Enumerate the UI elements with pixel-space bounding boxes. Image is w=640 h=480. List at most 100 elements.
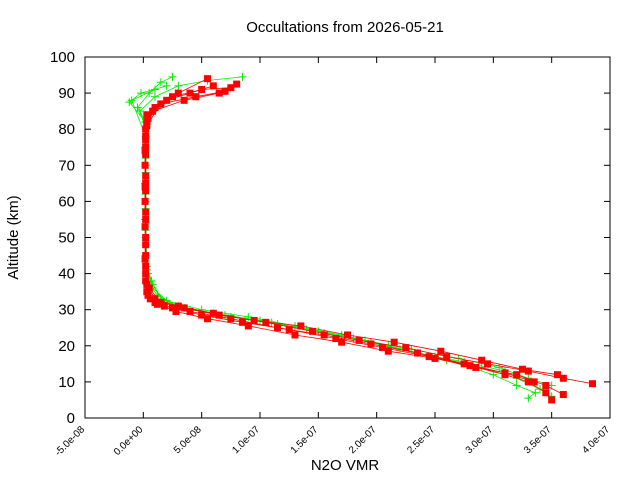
data-point	[141, 147, 149, 155]
y-tick-label: 40	[58, 266, 75, 283]
data-point	[180, 304, 188, 312]
chart-title: Occultations from 2026-05-21	[246, 19, 444, 36]
x-tick-label: 2.0e-07	[347, 424, 379, 456]
series-0	[125, 72, 556, 403]
y-tick-label: 80	[58, 121, 75, 138]
data-point	[204, 75, 211, 83]
data-point	[414, 349, 421, 357]
data-point	[262, 318, 270, 326]
data-point	[466, 362, 474, 370]
data-point	[143, 118, 151, 126]
x-tick-label: 1.0e-07	[230, 424, 262, 456]
y-tick-label: 50	[58, 230, 75, 247]
data-point	[180, 96, 188, 104]
data-point	[174, 302, 182, 310]
data-point	[431, 354, 439, 362]
data-point	[530, 378, 538, 386]
data-point	[589, 380, 596, 388]
data-point	[309, 327, 316, 335]
series-line	[145, 87, 593, 385]
data-point	[513, 371, 521, 379]
data-point	[297, 322, 305, 330]
data-point	[250, 317, 258, 325]
data-point	[233, 80, 241, 88]
data-point	[209, 82, 217, 90]
data-point	[192, 93, 200, 101]
data-point	[355, 336, 363, 344]
data-point	[143, 122, 151, 130]
data-point	[460, 360, 468, 368]
data-point	[151, 104, 159, 112]
data-point	[367, 340, 375, 348]
data-point	[149, 107, 157, 115]
series-line	[144, 90, 558, 376]
data-point	[125, 98, 134, 107]
y-tick-label: 30	[58, 302, 75, 319]
data-point	[524, 367, 532, 375]
data-point	[142, 187, 150, 195]
data-point	[332, 335, 340, 343]
series-line	[144, 85, 553, 401]
data-point	[554, 371, 561, 379]
data-point	[186, 308, 194, 316]
data-point	[379, 344, 386, 352]
y-tick-label: 10	[58, 374, 75, 391]
data-point	[209, 309, 217, 317]
series-line	[137, 76, 537, 399]
data-point	[142, 125, 150, 133]
data-point	[478, 356, 486, 364]
series-line	[145, 78, 564, 395]
data-point	[559, 391, 567, 399]
data-point	[501, 369, 509, 377]
data-point	[151, 92, 159, 101]
data-point	[198, 311, 206, 319]
y-tick-label: 60	[58, 193, 75, 210]
data-point	[542, 389, 550, 397]
x-tick-label: 3.0e-07	[464, 424, 496, 456]
data-point	[338, 338, 346, 346]
data-point	[390, 338, 398, 346]
data-point	[174, 89, 182, 97]
data-point	[402, 344, 410, 352]
data-point	[548, 396, 556, 404]
x-tick-label: 3.5e-07	[522, 424, 554, 456]
data-point	[384, 347, 392, 355]
data-point	[215, 311, 223, 319]
x-axis-label: N2O VMR	[311, 457, 380, 474]
data-point	[472, 363, 480, 371]
data-point	[141, 255, 149, 263]
data-point	[160, 302, 168, 310]
data-point	[143, 288, 151, 296]
y-axis-label: Altitude (km)	[5, 195, 22, 279]
data-point	[142, 277, 150, 285]
data-point	[156, 78, 165, 87]
data-point	[221, 87, 229, 95]
data-point	[443, 353, 451, 361]
data-point	[437, 347, 445, 355]
data-point	[146, 295, 154, 303]
data-point	[559, 374, 567, 382]
data-point	[144, 291, 152, 299]
y-tick-label: 100	[50, 49, 75, 66]
data-point	[168, 72, 177, 81]
data-point	[143, 280, 151, 288]
data-point	[524, 394, 533, 403]
y-tick-label: 0	[67, 410, 75, 427]
data-point	[198, 85, 206, 93]
data-point	[143, 111, 151, 119]
data-point	[484, 360, 491, 368]
y-tick-label: 90	[58, 85, 75, 102]
data-point	[141, 183, 149, 191]
data-point	[186, 89, 194, 97]
series-line	[145, 83, 535, 383]
data-point	[320, 331, 328, 339]
series-1	[141, 75, 596, 404]
data-point	[151, 295, 159, 303]
plot-marks	[125, 72, 596, 404]
data-point	[137, 89, 145, 98]
data-point	[141, 223, 149, 231]
x-tick-label: 5.0e-08	[172, 424, 204, 456]
data-point	[227, 315, 235, 323]
data-point	[274, 324, 281, 332]
